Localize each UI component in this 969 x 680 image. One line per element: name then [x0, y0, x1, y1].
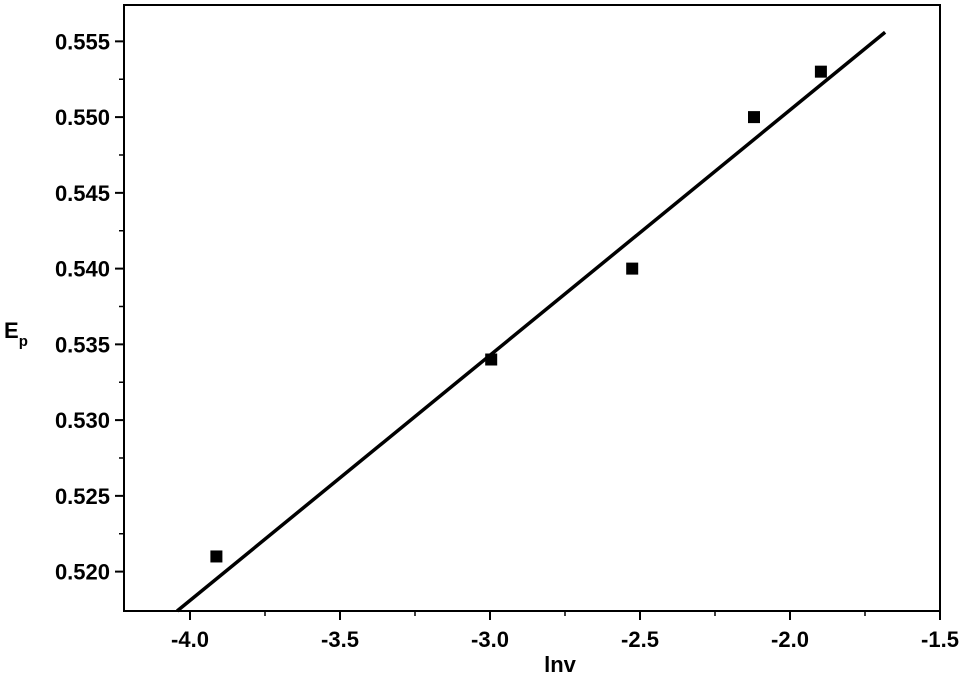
y-tick-label: 0.520 [55, 560, 110, 585]
x-tick-label: -2.5 [621, 627, 659, 652]
y-axis-label-sub: p [19, 333, 28, 350]
y-axis-label: Ep [4, 318, 28, 350]
x-tick-label: -2.0 [771, 627, 809, 652]
y-tick-label: 0.550 [55, 105, 110, 130]
y-tick-label: 0.540 [55, 257, 110, 282]
x-tick-label: -4.0 [171, 627, 209, 652]
data-point [485, 353, 498, 366]
x-tick-label: -1.5 [921, 627, 959, 652]
y-axis-label-main: E [4, 318, 19, 343]
data-point [626, 262, 639, 275]
y-tick-label: 0.555 [55, 29, 110, 54]
y-tick-label: 0.535 [55, 332, 110, 357]
x-tick-label: -3.0 [471, 627, 509, 652]
data-point [210, 550, 223, 563]
x-tick-label: -3.5 [321, 627, 359, 652]
data-point [814, 65, 827, 78]
y-tick-label: 0.530 [55, 408, 110, 433]
y-tick-label: 0.525 [55, 484, 110, 509]
x-axis-label: lnv [544, 652, 577, 677]
fit-line [175, 30, 887, 613]
y-tick-label: 0.545 [55, 181, 110, 206]
data-point [748, 111, 760, 124]
plot-frame [123, 4, 941, 612]
